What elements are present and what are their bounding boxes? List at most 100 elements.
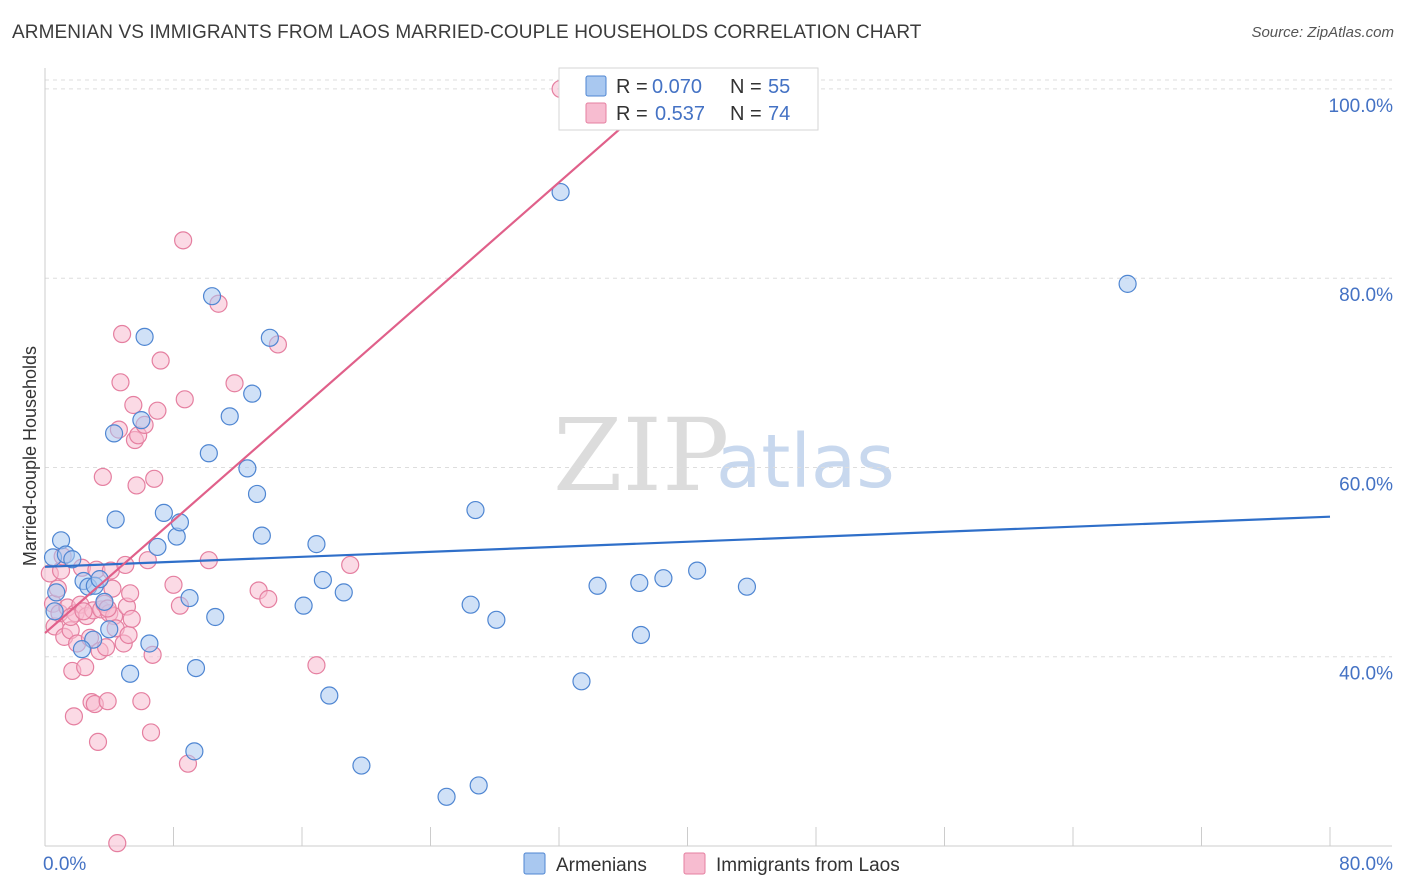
- armenian-point: [737, 577, 757, 596]
- laos-point: [175, 390, 194, 409]
- armenian-point: [63, 550, 82, 569]
- legend-n-value-laos: 74: [768, 103, 790, 125]
- armenian-point: [260, 328, 279, 347]
- axes: [44, 68, 1392, 847]
- armenian-point: [487, 610, 506, 629]
- armenian-point: [220, 407, 239, 426]
- armenian-point: [170, 513, 190, 532]
- armenian-point: [95, 592, 114, 611]
- legend-n-label-armenians: N =: [730, 76, 762, 98]
- laos-point: [98, 692, 117, 711]
- laos-point: [341, 555, 360, 575]
- armenian-point: [307, 535, 326, 554]
- laos-point: [122, 609, 141, 628]
- armenian-point: [135, 327, 154, 346]
- legend-swatch-armenians: [585, 75, 607, 97]
- gridlines: [45, 79, 1392, 658]
- armenian-point: [104, 424, 124, 443]
- laos-point: [145, 469, 164, 488]
- armenian-point: [688, 561, 707, 580]
- armenian-point: [202, 287, 222, 306]
- stats-legend: R = 0.070 N = 55 R = 0.537 N = 74: [558, 67, 819, 131]
- legend-r-label-laos: R =: [616, 103, 648, 125]
- armenian-point: [238, 459, 257, 478]
- laos-point: [151, 351, 170, 370]
- armenian-point: [437, 787, 456, 806]
- armenian-point: [247, 484, 267, 504]
- armenian-point: [1118, 274, 1137, 293]
- legend-n-value-armenians: 55: [768, 76, 790, 98]
- y-tick-label: 60.0%: [1339, 474, 1393, 495]
- laos-point: [132, 692, 151, 711]
- legend-r-label-armenians: R =: [616, 76, 648, 98]
- series-legend-swatch-armenians: [523, 852, 546, 875]
- laos-point: [164, 575, 183, 594]
- source-label: Source: ZipAtlas.com: [1251, 24, 1394, 41]
- armenian-point: [180, 588, 199, 608]
- armenian-point: [466, 500, 485, 520]
- armenian-point: [588, 576, 607, 595]
- armenian-point: [630, 573, 649, 593]
- laos-point: [119, 625, 138, 645]
- laos-point: [108, 834, 127, 853]
- laos-point: [307, 656, 326, 675]
- laos-point: [112, 324, 132, 344]
- series-legend: Armenians Immigrants from Laos: [523, 852, 900, 876]
- armenian-point: [631, 625, 651, 645]
- trend-line-laos: [44, 89, 665, 634]
- y-tick-label: 40.0%: [1339, 664, 1393, 685]
- armenian-point: [461, 595, 480, 614]
- trend-lines: [44, 89, 1331, 634]
- x-tick-labels: 0.0% 80.0%: [43, 854, 1393, 875]
- x-tick-label: 0.0%: [43, 854, 86, 875]
- watermark-atlas: atlas: [716, 419, 895, 505]
- laos-point: [74, 602, 93, 621]
- legend-swatch-laos: [585, 102, 607, 124]
- legend-r-value-laos: 0.537: [655, 103, 705, 125]
- laos-point: [138, 551, 157, 570]
- laos-point: [127, 476, 146, 495]
- armenian-point: [654, 569, 673, 588]
- laos-point: [141, 723, 161, 742]
- series-laos-points: [40, 79, 570, 853]
- watermark-zip: ZIP: [553, 397, 729, 514]
- legend-n-label-laos: N =: [730, 103, 762, 125]
- armenian-point: [132, 411, 151, 430]
- laos-point: [259, 589, 278, 609]
- armenian-point: [334, 583, 353, 602]
- armenian-point: [140, 634, 159, 653]
- laos-point: [121, 584, 140, 603]
- y-tick-label: 80.0%: [1339, 285, 1393, 306]
- armenian-point: [185, 742, 204, 761]
- armenian-point: [199, 444, 218, 463]
- armenian-point: [154, 503, 173, 522]
- laos-point: [93, 467, 112, 487]
- armenian-point: [206, 607, 225, 627]
- armenian-point: [469, 776, 488, 795]
- laos-point: [124, 395, 143, 415]
- watermark: ZIP atlas: [553, 397, 895, 514]
- armenian-point: [72, 640, 92, 659]
- armenian-point: [313, 570, 332, 590]
- series-legend-swatch-laos: [683, 852, 706, 875]
- armenian-point: [100, 620, 119, 639]
- laos-point: [111, 373, 130, 392]
- series-legend-label-laos: Immigrants from Laos: [716, 855, 900, 876]
- laos-point: [225, 374, 244, 393]
- legend-r-value-armenians: 0.070: [652, 76, 702, 98]
- armenian-point: [186, 658, 206, 678]
- armenian-point: [294, 596, 313, 615]
- laos-point: [103, 579, 122, 598]
- armenian-point: [352, 756, 371, 775]
- laos-point: [148, 401, 167, 420]
- laos-point: [88, 732, 108, 752]
- armenian-point: [148, 537, 167, 557]
- armenian-point: [252, 526, 271, 545]
- series-legend-label-armenians: Armenians: [556, 855, 647, 876]
- x-tick-label: 80.0%: [1339, 854, 1393, 875]
- trend-line-armenians: [44, 515, 1331, 568]
- chart-title: ARMENIAN VS IMMIGRANTS FROM LAOS MARRIED…: [12, 22, 922, 43]
- armenian-point: [320, 686, 339, 705]
- armenian-point: [572, 672, 591, 691]
